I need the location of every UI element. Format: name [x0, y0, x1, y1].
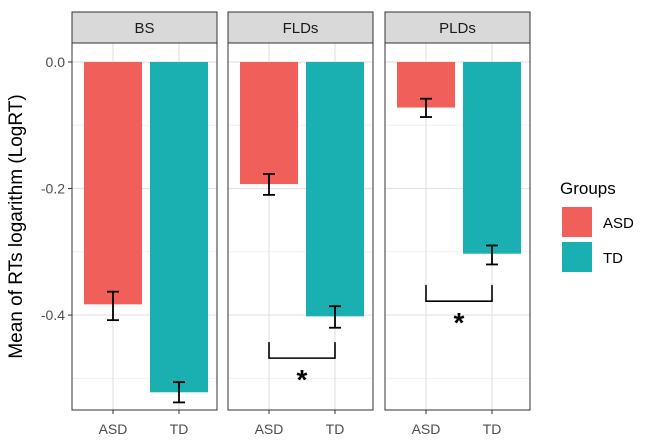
panel-border — [384, 42, 531, 411]
bar-td — [463, 61, 521, 254]
significance-star: * — [297, 364, 308, 395]
bar-td — [306, 61, 364, 317]
legend: Groups ASD TD — [560, 179, 634, 272]
panel-bs: BS ASD TD — [71, 11, 218, 437]
x-tick-label: ASD — [412, 421, 441, 437]
panel-border — [227, 42, 374, 411]
x-tick-label: ASD — [99, 421, 128, 437]
facet-strip-label: BS — [134, 20, 154, 37]
panel-flds: FLDs * ASD TD — [227, 11, 374, 437]
y-tick-label: 0.0 — [46, 54, 66, 70]
facet-strip — [71, 11, 218, 44]
significance-bracket — [425, 285, 493, 302]
bar-asd — [240, 61, 298, 185]
legend-label-td: TD — [603, 250, 623, 267]
facet-strip — [384, 11, 531, 44]
panels-layer: BS ASD TD FLDs * ASD TD PLDs * ASD TD — [71, 11, 531, 437]
y-axis: 0.0 -0.2 -0.4 Mean of RTs logarithm (LogRT) — [6, 54, 72, 359]
x-tick-label: TD — [483, 421, 502, 437]
y-tick-label: -0.2 — [41, 181, 65, 197]
legend-swatch-asd — [562, 207, 592, 237]
panel-plds: PLDs * ASD TD — [384, 11, 531, 437]
x-tick-label: TD — [326, 421, 345, 437]
x-tick-label: ASD — [255, 421, 284, 437]
legend-title: Groups — [560, 179, 616, 198]
bar-asd — [84, 61, 142, 305]
y-tick-label: -0.4 — [41, 307, 65, 323]
legend-label-asd: ASD — [603, 215, 634, 232]
legend-swatch-td — [562, 242, 592, 272]
panel-border — [71, 42, 218, 411]
y-axis-title: Mean of RTs logarithm (LogRT) — [6, 94, 27, 358]
bar-td — [150, 61, 208, 393]
facet-strip-label: PLDs — [439, 20, 476, 37]
facet-strip-label: FLDs — [283, 20, 319, 37]
significance-bracket — [268, 342, 336, 359]
x-tick-label: TD — [170, 421, 189, 437]
significance-star: * — [454, 307, 465, 338]
